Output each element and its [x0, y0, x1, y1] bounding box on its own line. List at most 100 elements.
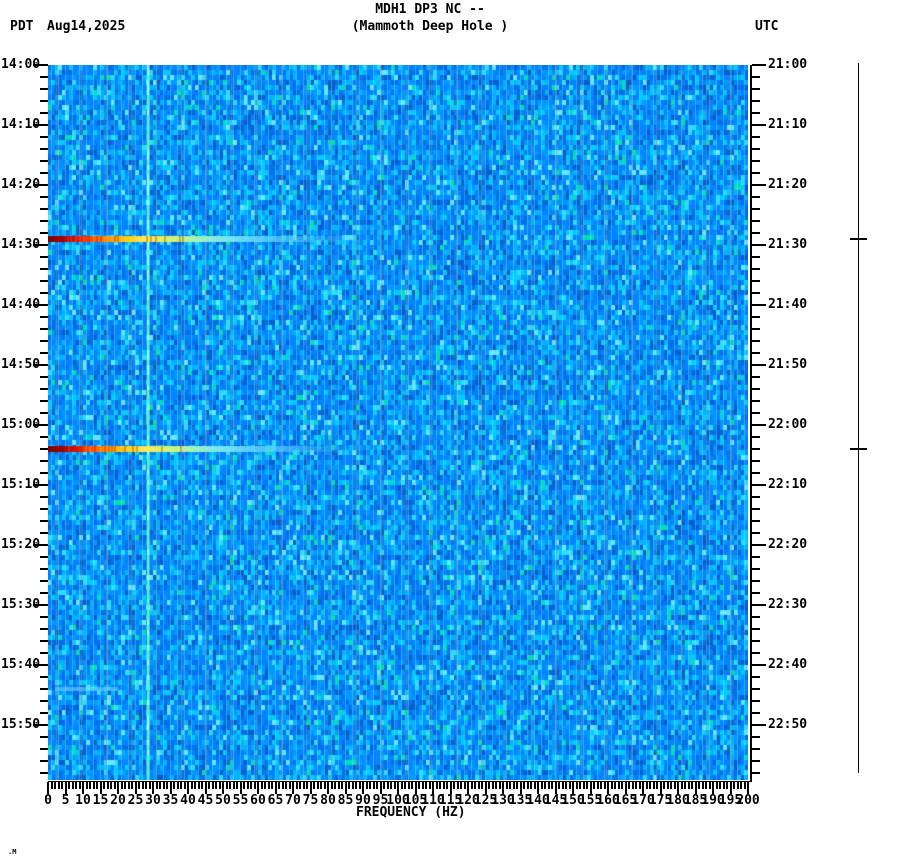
freq-minor-tick	[621, 782, 623, 789]
right-minor-tick	[752, 532, 760, 534]
left-major-tick	[33, 124, 48, 126]
freq-minor-tick	[295, 782, 298, 789]
freq-label: 130	[491, 793, 515, 808]
right-minor-tick	[752, 592, 760, 594]
left-minor-tick	[40, 640, 48, 642]
freq-minor-tick	[201, 782, 203, 789]
freq-minor-tick	[673, 782, 676, 789]
right-minor-tick	[752, 640, 760, 642]
left-minor-tick	[40, 676, 48, 678]
right-time-label: 22:10	[768, 477, 808, 492]
left-time-label: 15:20	[1, 537, 41, 552]
freq-minor-tick	[603, 782, 606, 789]
left-time-label: 15:00	[1, 417, 41, 432]
left-minor-tick	[40, 520, 48, 522]
freq-label: 25	[127, 793, 144, 808]
left-time-label: 14:20	[1, 177, 41, 192]
freq-major-tick	[729, 782, 732, 794]
right-minor-tick	[752, 556, 760, 558]
left-minor-tick	[40, 532, 48, 534]
right-time-label: 21:30	[768, 237, 808, 252]
left-minor-tick	[40, 568, 48, 570]
freq-minor-tick	[516, 782, 518, 789]
freq-label: 30	[145, 793, 161, 808]
left-minor-tick	[40, 232, 48, 234]
freq-minor-tick	[173, 782, 175, 789]
left-major-tick	[33, 604, 48, 606]
freq-major-tick	[362, 782, 364, 794]
freq-label: 15	[92, 793, 109, 808]
freq-label: 175	[648, 793, 673, 808]
freq-major-tick	[134, 782, 137, 794]
freq-major-tick	[64, 782, 67, 794]
freq-minor-tick	[285, 782, 287, 789]
left-minor-tick	[40, 136, 48, 138]
left-minor-tick	[40, 76, 48, 78]
right-minor-tick	[752, 268, 760, 270]
right-time-label: 22:00	[768, 417, 808, 432]
date-label: Aug14,2025	[47, 19, 126, 34]
freq-major-tick	[379, 782, 382, 794]
freq-minor-tick	[68, 782, 70, 789]
freq-minor-tick	[425, 782, 427, 789]
right-minor-tick	[752, 736, 760, 738]
right-minor-tick	[752, 136, 760, 138]
event-marker-tick	[850, 448, 867, 450]
freq-minor-tick	[264, 782, 266, 789]
freq-minor-tick	[341, 782, 343, 789]
freq-minor-tick	[418, 782, 420, 789]
freq-major-tick	[99, 782, 102, 794]
left-minor-tick	[40, 412, 48, 414]
freq-major-tick	[239, 782, 242, 794]
freq-minor-tick	[243, 782, 245, 789]
right-time-label: 22:50	[768, 717, 808, 732]
left-time-label: 14:30	[1, 237, 41, 252]
right-major-tick	[752, 544, 766, 546]
left-minor-tick	[40, 712, 48, 714]
freq-minor-tick	[491, 782, 494, 789]
freq-major-tick	[467, 782, 469, 794]
freq-minor-tick	[736, 782, 739, 789]
freq-minor-tick	[579, 782, 581, 789]
freq-minor-tick	[610, 782, 613, 789]
freq-minor-tick	[253, 782, 256, 789]
freq-minor-tick	[568, 782, 571, 789]
freq-major-tick	[274, 782, 277, 794]
freq-minor-tick	[194, 782, 196, 789]
left-minor-tick	[40, 256, 48, 258]
left-minor-tick	[40, 616, 48, 618]
freq-minor-tick	[190, 782, 193, 789]
freq-minor-tick	[551, 782, 553, 789]
freq-minor-tick	[544, 782, 546, 789]
freq-minor-tick	[582, 782, 585, 789]
freq-major-tick	[47, 782, 49, 794]
right-minor-tick	[752, 352, 760, 354]
freq-major-tick	[257, 782, 259, 794]
freq-minor-tick	[726, 782, 728, 789]
right-minor-tick	[752, 340, 760, 342]
right-major-tick	[752, 484, 766, 486]
freq-label: 100	[386, 793, 410, 808]
right-minor-tick	[752, 472, 760, 474]
right-minor-tick	[752, 652, 760, 654]
left-major-tick	[33, 724, 48, 726]
right-minor-tick	[752, 292, 760, 294]
left-time-label: 14:40	[1, 297, 41, 312]
freq-minor-tick	[614, 782, 616, 789]
freq-minor-tick	[680, 782, 683, 789]
freq-minor-tick	[540, 782, 543, 789]
freq-minor-tick	[600, 782, 602, 789]
left-minor-tick	[40, 400, 48, 402]
freq-minor-tick	[271, 782, 273, 789]
freq-label: 115	[438, 793, 463, 808]
freq-label: 125	[473, 793, 498, 808]
freq-label: 135	[508, 793, 533, 808]
left-minor-tick	[40, 688, 48, 690]
freq-minor-tick	[481, 782, 483, 789]
page-title: MDH1 DP3 NC --	[375, 2, 485, 17]
freq-minor-tick	[208, 782, 210, 789]
right-major-tick	[752, 604, 766, 606]
freq-minor-tick	[453, 782, 455, 789]
freq-minor-tick	[684, 782, 686, 789]
freq-major-tick	[554, 782, 557, 794]
